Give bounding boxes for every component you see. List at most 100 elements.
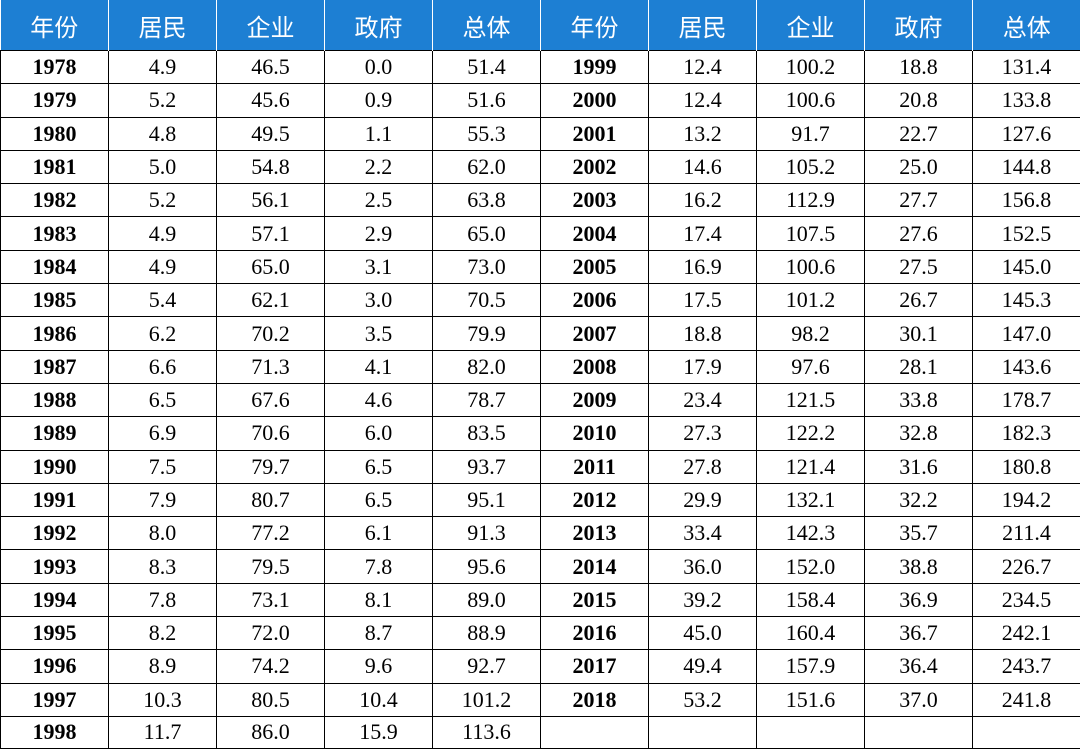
year-cell: 1986 <box>0 316 109 351</box>
government-cell: 3.1 <box>324 249 433 285</box>
total-cell: 95.6 <box>432 549 541 584</box>
total-cell: 113.6 <box>432 715 541 749</box>
year-cell: 2008 <box>540 349 649 384</box>
year-cell: 2004 <box>540 216 649 251</box>
government-cell: 8.7 <box>324 616 433 651</box>
resident-cell: 8.0 <box>108 516 217 551</box>
government-cell: 32.2 <box>864 482 973 518</box>
enterprise-cell: 97.6 <box>756 349 865 384</box>
government-cell: 4.1 <box>324 349 433 384</box>
government-cell: 10.4 <box>324 682 433 717</box>
total-cell: 91.3 <box>432 516 541 551</box>
enterprise-cell: 121.5 <box>756 382 865 418</box>
government-cell: 26.7 <box>864 283 973 318</box>
total-cell: 55.3 <box>432 116 541 151</box>
header-total-left: 总体 <box>432 0 541 51</box>
resident-cell: 17.5 <box>648 283 757 318</box>
header-resident-right: 居民 <box>648 0 757 51</box>
enterprise-cell: 70.2 <box>216 316 325 351</box>
total-cell: 143.6 <box>972 349 1080 384</box>
enterprise-cell: 72.0 <box>216 616 325 651</box>
header-resident-left: 居民 <box>108 0 217 51</box>
table-row: 1984 4.9 65.0 3.1 73.0 2005 16.9 100.6 27.5 145.0 <box>0 249 1080 285</box>
resident-cell: 49.4 <box>648 649 757 684</box>
total-cell: 211.4 <box>972 516 1080 551</box>
resident-cell: 5.2 <box>108 183 217 218</box>
header-year-left: 年份 <box>0 0 109 51</box>
enterprise-cell: 67.6 <box>216 382 325 418</box>
resident-cell: 36.0 <box>648 549 757 584</box>
total-cell: 234.5 <box>972 582 1080 618</box>
enterprise-cell: 157.9 <box>756 649 865 684</box>
total-cell: 226.7 <box>972 549 1080 584</box>
total-cell <box>972 715 1080 749</box>
government-cell: 1.1 <box>324 116 433 151</box>
enterprise-cell: 112.9 <box>756 183 865 218</box>
resident-cell: 14.6 <box>648 149 757 185</box>
total-cell: 145.3 <box>972 283 1080 318</box>
year-cell: 2006 <box>540 283 649 318</box>
government-cell <box>864 715 973 749</box>
total-cell: 83.5 <box>432 416 541 451</box>
year-cell: 2013 <box>540 516 649 551</box>
table-row: 1983 4.9 57.1 2.9 65.0 2004 17.4 107.5 27.6 152.5 <box>0 216 1080 251</box>
government-cell: 27.6 <box>864 216 973 251</box>
government-cell: 2.2 <box>324 149 433 185</box>
enterprise-cell <box>756 715 865 749</box>
enterprise-cell: 160.4 <box>756 616 865 651</box>
table-row: 1991 7.9 80.7 6.5 95.1 2012 29.9 132.1 32.2 194.2 <box>0 482 1080 518</box>
enterprise-cell: 107.5 <box>756 216 865 251</box>
enterprise-cell: 122.2 <box>756 416 865 451</box>
year-cell: 1978 <box>0 49 109 85</box>
enterprise-cell: 74.2 <box>216 649 325 684</box>
resident-cell: 8.9 <box>108 649 217 684</box>
year-cell: 1993 <box>0 549 109 584</box>
resident-cell: 39.2 <box>648 582 757 618</box>
table-row: 1982 5.2 56.1 2.5 63.8 2003 16.2 112.9 27.7 156.8 <box>0 183 1080 218</box>
year-cell: 1996 <box>0 649 109 684</box>
total-cell: 70.5 <box>432 283 541 318</box>
government-cell: 0.9 <box>324 83 433 118</box>
resident-cell: 7.5 <box>108 449 217 484</box>
resident-cell: 12.4 <box>648 49 757 85</box>
year-cell: 1997 <box>0 682 109 717</box>
enterprise-cell: 56.1 <box>216 183 325 218</box>
enterprise-cell: 62.1 <box>216 283 325 318</box>
total-cell: 62.0 <box>432 149 541 185</box>
total-cell: 65.0 <box>432 216 541 251</box>
year-cell: 1992 <box>0 516 109 551</box>
government-cell: 6.5 <box>324 449 433 484</box>
government-cell: 35.7 <box>864 516 973 551</box>
government-cell: 3.5 <box>324 316 433 351</box>
resident-cell: 33.4 <box>648 516 757 551</box>
resident-cell: 7.8 <box>108 582 217 618</box>
enterprise-cell: 101.2 <box>756 283 865 318</box>
enterprise-cell: 46.5 <box>216 49 325 85</box>
enterprise-cell: 79.5 <box>216 549 325 584</box>
resident-cell: 4.9 <box>108 249 217 285</box>
table-row: 1995 8.2 72.0 8.7 88.9 2016 45.0 160.4 36.7 242.1 <box>0 616 1080 651</box>
enterprise-cell: 65.0 <box>216 249 325 285</box>
enterprise-cell: 77.2 <box>216 516 325 551</box>
year-cell: 2014 <box>540 549 649 584</box>
resident-cell: 6.2 <box>108 316 217 351</box>
total-cell: 127.6 <box>972 116 1080 151</box>
enterprise-cell: 121.4 <box>756 449 865 484</box>
enterprise-cell: 71.3 <box>216 349 325 384</box>
resident-cell: 16.2 <box>648 183 757 218</box>
enterprise-cell: 57.1 <box>216 216 325 251</box>
table-body: 1978 4.9 46.5 0.0 51.4 1999 12.4 100.2 18.8 131.4… <box>0 49 1080 749</box>
government-cell: 32.8 <box>864 416 973 451</box>
government-cell: 38.8 <box>864 549 973 584</box>
year-cell: 2012 <box>540 482 649 518</box>
year-cell: 1995 <box>0 616 109 651</box>
table-row: 1980 4.8 49.5 1.1 55.3 2001 13.2 91.7 22.7 127.6 <box>0 116 1080 151</box>
government-cell: 36.9 <box>864 582 973 618</box>
enterprise-cell: 54.8 <box>216 149 325 185</box>
year-cell: 2010 <box>540 416 649 451</box>
total-cell: 131.4 <box>972 49 1080 85</box>
total-cell: 82.0 <box>432 349 541 384</box>
year-cell: 2001 <box>540 116 649 151</box>
year-cell: 1979 <box>0 83 109 118</box>
table-row: 1986 6.2 70.2 3.5 79.9 2007 18.8 98.2 30.1 147.0 <box>0 316 1080 351</box>
